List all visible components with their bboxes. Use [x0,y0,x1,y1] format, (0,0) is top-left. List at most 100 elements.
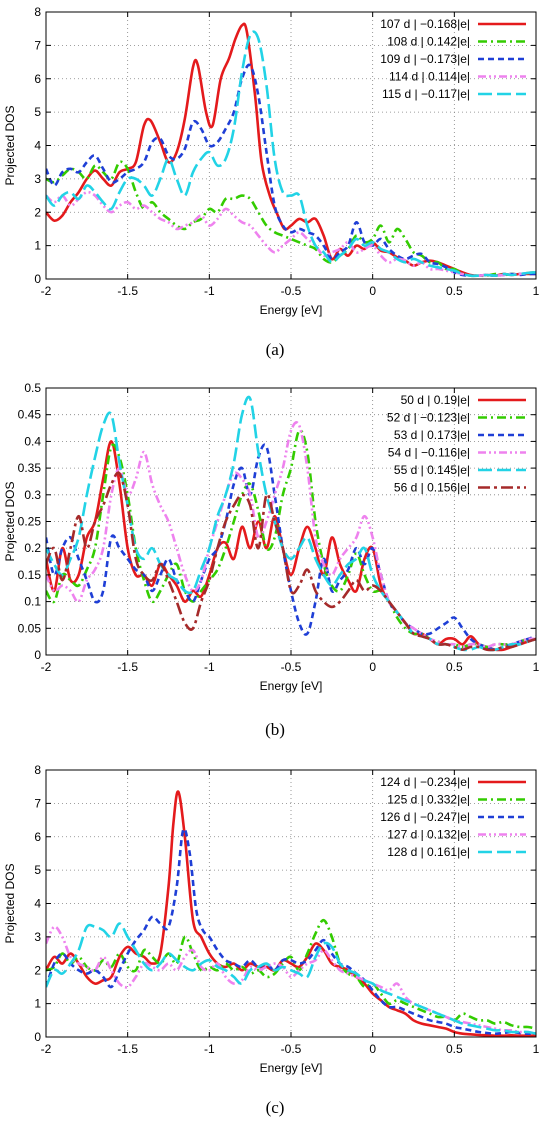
y-tick-label: 0.5 [24,381,41,395]
caption-a: (a) [265,340,285,359]
x-tick-label: -1 [204,1042,215,1056]
x-tick-label: 0 [369,660,376,674]
series-group [46,22,536,278]
x-tick-label: -1 [204,284,215,298]
series-line-1 [46,918,536,1030]
y-tick-label: 6 [34,72,41,86]
x-axis-label: Energy [eV] [260,303,323,317]
y-tick-label: 0.2 [24,541,41,555]
x-tick-label: 0.5 [446,284,463,298]
caption-c: (c) [265,1098,285,1117]
x-tick-label: 0.5 [446,660,463,674]
y-tick-label: 0 [34,1030,41,1044]
x-tick-label: -2 [41,1042,52,1056]
grid [46,388,536,655]
x-tick-label: -2 [41,284,52,298]
legend-label: 53 d | 0.173|e| [394,428,470,442]
legend: 107 d | −0.168|e| 108 d | 0.142|e| 109 d |… [380,17,526,101]
y-tick-label: 7 [34,38,41,52]
series-line-2 [46,63,536,278]
caption-b: (b) [265,720,285,739]
series-group [46,395,536,652]
y-tick-label: 0.1 [24,595,41,609]
series-line-4 [46,922,536,1035]
x-axis-label: Energy [eV] [260,1061,323,1075]
legend-label: 56 d | 0.156|e| [394,481,470,495]
legend-label: 126 d | −0.247|e| [380,810,470,824]
series-line-1 [46,160,536,278]
x-tick-label: -1 [204,660,215,674]
dos-chart-b: -2 -1.5 -1 -0.5 0 0.5 1 0 0.05 0.1 0.15 0.2 0.25 0.3 0… [3,381,540,693]
legend-label: 125 d | 0.332|e| [387,793,470,807]
x-tick-label: 0 [369,1042,376,1056]
legend-label: 108 d | 0.142|e| [387,35,470,49]
chart-panel-a: -2 -1.5 -1 -0.5 0 0.5 1 0 1 2 3 4 5 6 7 8 Energy [eV] Pro… [0,0,550,335]
y-tick-label: 3 [34,172,41,186]
legend-label: 54 d | −0.116|e| [388,446,470,460]
legend-label: 127 d | 0.132|e| [387,828,470,842]
y-axis-label: Projected DOS [3,105,17,185]
y-tick-label: 7 [34,796,41,810]
x-tick-label: 1 [533,284,540,298]
legend-label: 50 d | 0.19|e| [401,393,470,407]
y-tick-label: 2 [34,963,41,977]
legend-label: 124 d | −0.234|e| [380,775,470,789]
series-line-3 [46,190,536,278]
y-tick-label: 0.3 [24,488,41,502]
x-axis-label: Energy [eV] [260,679,323,693]
series-line-3 [46,925,536,1035]
legend-label: 128 d | 0.161|e| [387,845,470,859]
y-tick-label: 0.4 [24,434,41,448]
dos-chart-a: -2 -1.5 -1 -0.5 0 0.5 1 0 1 2 3 4 5 6 7 8 Energy [eV] Pro… [3,5,540,317]
series-line-3 [46,421,536,649]
series-line-2 [46,827,536,1036]
y-tick-label: 8 [34,5,41,19]
x-tick-label: -2 [41,660,52,674]
y-tick-label: 0.35 [18,461,42,475]
chart-panel-b: -2 -1.5 -1 -0.5 0 0.5 1 0 0.05 0.1 0.15 0.2 0.25 0.3 0… [0,376,550,711]
series-group [46,790,536,1037]
x-tick-label: 1 [533,660,540,674]
legend: 124 d | −0.234|e| 125 d | 0.332|e| 126 d |… [380,775,526,859]
chart-panel-c: -2 -1.5 -1 -0.5 0 0.5 1 0 1 2 3 4 5 6 7 8 Energy [eV] Pro… [0,758,550,1093]
y-tick-label: 1 [34,997,41,1011]
dos-chart-c: -2 -1.5 -1 -0.5 0 0.5 1 0 1 2 3 4 5 6 7 8 Energy [eV] Pro… [3,763,540,1075]
y-tick-label: 0.45 [18,408,42,422]
y-tick-label: 5 [34,863,41,877]
y-tick-label: 0.15 [18,568,42,582]
y-tick-label: 4 [34,897,41,911]
y-tick-label: 0 [34,272,41,286]
legend-label: 55 d | 0.145|e| [394,463,470,477]
legend-label: 107 d | −0.168|e| [380,17,470,31]
series-line-5 [46,471,536,652]
y-tick-label: 8 [34,763,41,777]
series-line-0 [46,440,536,652]
y-axis-label: Projected DOS [3,863,17,943]
series-line-2 [46,443,536,651]
x-tick-label: -1.5 [117,660,138,674]
x-tick-label: 0 [369,284,376,298]
y-tick-label: 5 [34,105,41,119]
x-tick-label: 1 [533,1042,540,1056]
y-axis-label: Projected DOS [3,481,17,561]
x-tick-label: -0.5 [281,1042,302,1056]
y-tick-label: 3 [34,930,41,944]
series-line-4 [46,30,536,278]
y-tick-label: 0.05 [18,621,42,635]
x-tick-label: 0.5 [446,1042,463,1056]
x-tick-label: -1.5 [117,1042,138,1056]
grid [46,12,536,279]
y-tick-label: 1 [34,239,41,253]
x-tick-label: -0.5 [281,284,302,298]
y-tick-label: 0.25 [18,515,42,529]
legend-label: 115 d | −0.117|e| [382,87,470,101]
y-tick-label: 4 [34,139,41,153]
y-tick-label: 0 [34,648,41,662]
x-tick-label: -0.5 [281,660,302,674]
legend-label: 114 d | 0.114|e| [389,70,470,84]
legend: 50 d | 0.19|e| 52 d | −0.123|e| 53 d | 0.1… [387,393,526,495]
legend-label: 52 d | −0.123|e| [387,411,470,425]
legend-label: 109 d | −0.173|e| [380,52,470,66]
y-tick-label: 6 [34,830,41,844]
grid [46,770,536,1037]
